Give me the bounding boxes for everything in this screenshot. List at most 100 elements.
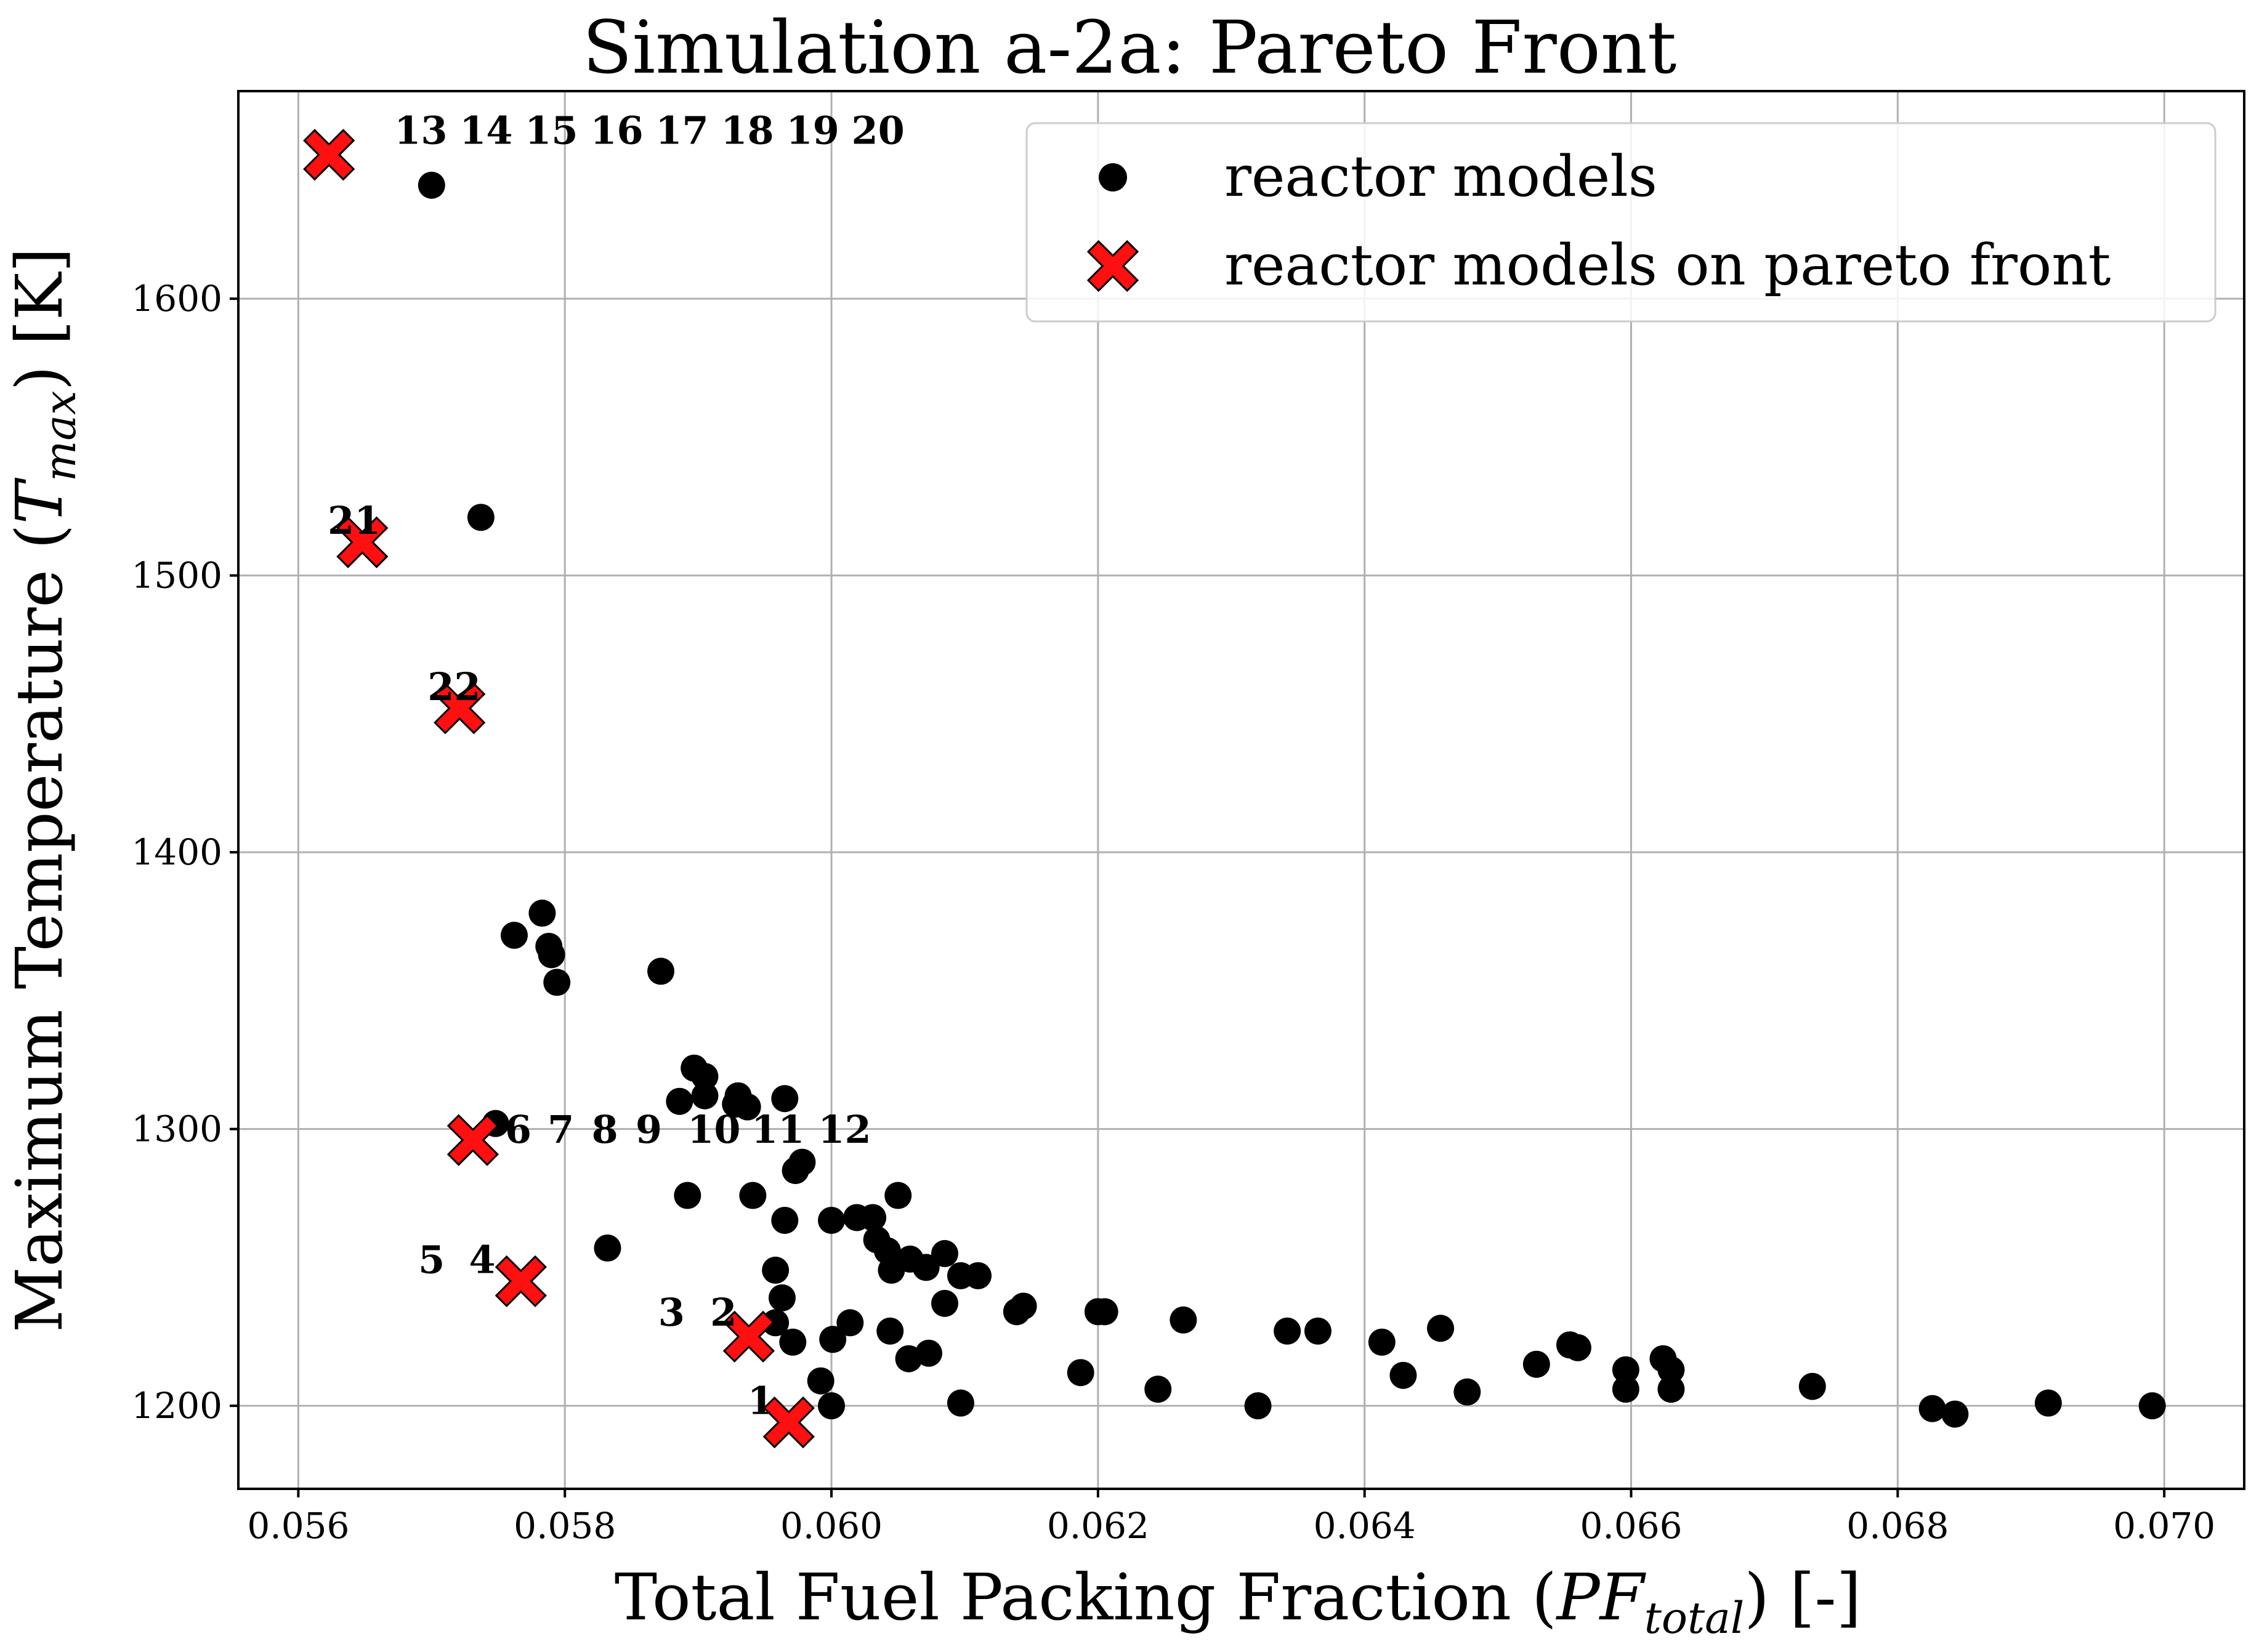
chart-title: Simulation a-2a: Pareto Front xyxy=(583,5,1677,90)
point-number-label: 15 xyxy=(525,108,578,153)
point-number-label: 16 xyxy=(590,108,643,153)
point-number-label: 21 xyxy=(328,498,381,543)
y-axis-label: Maximum Temperature (Tmax) [K] xyxy=(2,248,86,1332)
reactor-model-point xyxy=(2034,1389,2062,1417)
y-tick-label: 1300 xyxy=(131,1108,222,1150)
reactor-model-point xyxy=(931,1289,958,1317)
reactor-model-point xyxy=(691,1082,719,1110)
axis-ticks: 0.056 0.058 0.060 0.062 0.064 0.066 0.068 0.070… xyxy=(131,278,2215,1547)
reactor-model-point xyxy=(782,1157,809,1185)
reactor-model-point xyxy=(543,969,571,996)
point-number-label: 13 xyxy=(394,108,447,153)
x-tick-label: 0.060 xyxy=(780,1505,883,1547)
reactor-model-point xyxy=(836,1309,864,1337)
reactor-model-point xyxy=(733,1093,761,1121)
reactor-model-point xyxy=(895,1345,923,1372)
reactor-model-point xyxy=(1522,1350,1550,1378)
reactor-model-point xyxy=(884,1182,912,1209)
point-number-label: 9 xyxy=(636,1107,662,1152)
reactor-model-point xyxy=(647,957,675,985)
reactor-model-point xyxy=(538,941,565,969)
reactor-model-point xyxy=(771,1206,799,1234)
point-number-label: 3 xyxy=(658,1290,685,1335)
reactor-model-point xyxy=(768,1284,796,1312)
pareto-points xyxy=(303,129,815,1449)
point-number-label: 17 xyxy=(655,108,708,153)
pareto-point xyxy=(434,682,486,735)
reactor-model-point xyxy=(1091,1298,1118,1326)
reactor-model-point xyxy=(1427,1315,1455,1342)
y-tick-label: 1400 xyxy=(131,831,222,873)
point-number-label: 14 xyxy=(459,108,512,153)
reactor-model-point xyxy=(528,900,556,927)
point-number-label: 12 xyxy=(818,1107,871,1152)
legend-marker-circle xyxy=(1099,163,1127,191)
reactor-model-point xyxy=(594,1234,621,1262)
point-number-label: 4 xyxy=(469,1237,495,1282)
x-tick-label: 0.066 xyxy=(1580,1505,1682,1547)
point-number-label: 2 xyxy=(710,1290,737,1335)
legend-marker-x xyxy=(1086,240,1139,292)
reactor-model-point xyxy=(912,1254,940,1281)
x-tick-label: 0.056 xyxy=(247,1505,349,1547)
reactor-model-point xyxy=(878,1256,905,1284)
reactor-model-point xyxy=(1067,1359,1094,1387)
pareto-point xyxy=(447,1114,499,1166)
reactor-model-point xyxy=(1144,1376,1172,1403)
plot-area-frame xyxy=(237,90,2245,1490)
reactor-model-point xyxy=(1612,1376,1639,1403)
reactor-model-point xyxy=(876,1317,904,1345)
reactor-model-point xyxy=(762,1256,790,1284)
point-number-label: 8 xyxy=(591,1107,618,1152)
legend: reactor models reactor models on pareto … xyxy=(1025,122,2217,323)
reactor-model-point xyxy=(819,1326,847,1353)
reactor-model-point xyxy=(1389,1361,1417,1389)
reactor-model-point xyxy=(418,171,445,199)
x-tick-label: 0.068 xyxy=(1846,1505,1949,1547)
reactor-model-point xyxy=(818,1392,846,1420)
legend-label-pareto: reactor models on pareto front xyxy=(1224,232,2111,298)
x-tick-label: 0.070 xyxy=(2113,1505,2215,1547)
reactor-model-point xyxy=(964,1262,992,1289)
reactor-model-point xyxy=(1170,1306,1197,1334)
y-tick-label: 1600 xyxy=(131,278,222,320)
reactor-model-point xyxy=(1244,1392,1272,1420)
pareto-point xyxy=(762,1396,815,1449)
reactor-model-point xyxy=(1657,1376,1685,1403)
y-tick-label: 1500 xyxy=(131,555,222,597)
reactor-model-point xyxy=(467,504,495,531)
y-tick-label: 1200 xyxy=(131,1385,222,1427)
pareto-point xyxy=(495,1255,547,1308)
reactor-model-point xyxy=(739,1182,767,1209)
x-tick-label: 0.058 xyxy=(514,1505,616,1547)
point-number-label: 6 xyxy=(505,1107,531,1152)
point-number-label: 1 xyxy=(748,1379,774,1424)
reactor-model-point xyxy=(1368,1328,1396,1356)
reactor-model-point xyxy=(1798,1372,1826,1400)
reactor-model-point xyxy=(691,1063,719,1090)
legend-label-models: reactor models xyxy=(1224,143,1657,209)
reactor-model-point xyxy=(666,1087,693,1115)
reactor-model-point xyxy=(2138,1392,2166,1420)
point-number-label: 22 xyxy=(427,664,480,709)
pareto-point xyxy=(722,1310,775,1363)
point-number-label: 7 xyxy=(548,1107,574,1152)
legend-box xyxy=(1025,122,2217,323)
pareto-point xyxy=(336,516,389,568)
reactor-model-point xyxy=(1657,1356,1685,1384)
reactor-model-point xyxy=(947,1389,974,1417)
reactor-model-point xyxy=(1453,1378,1481,1406)
reactor-model-point xyxy=(1009,1292,1037,1320)
pareto-point xyxy=(303,129,355,181)
reactor-model-point xyxy=(1941,1400,1969,1428)
point-number-label: 5 xyxy=(418,1237,445,1282)
x-tick-label: 0.062 xyxy=(1047,1505,1149,1547)
data-points xyxy=(418,171,2166,1428)
reactor-model-point xyxy=(500,921,528,949)
reactor-model-point xyxy=(1564,1334,1591,1361)
reactor-model-point xyxy=(818,1206,846,1234)
x-tick-label: 0.064 xyxy=(1314,1505,1416,1547)
point-number-label: 20 xyxy=(851,108,904,153)
point-number-label: 18 xyxy=(721,108,774,153)
